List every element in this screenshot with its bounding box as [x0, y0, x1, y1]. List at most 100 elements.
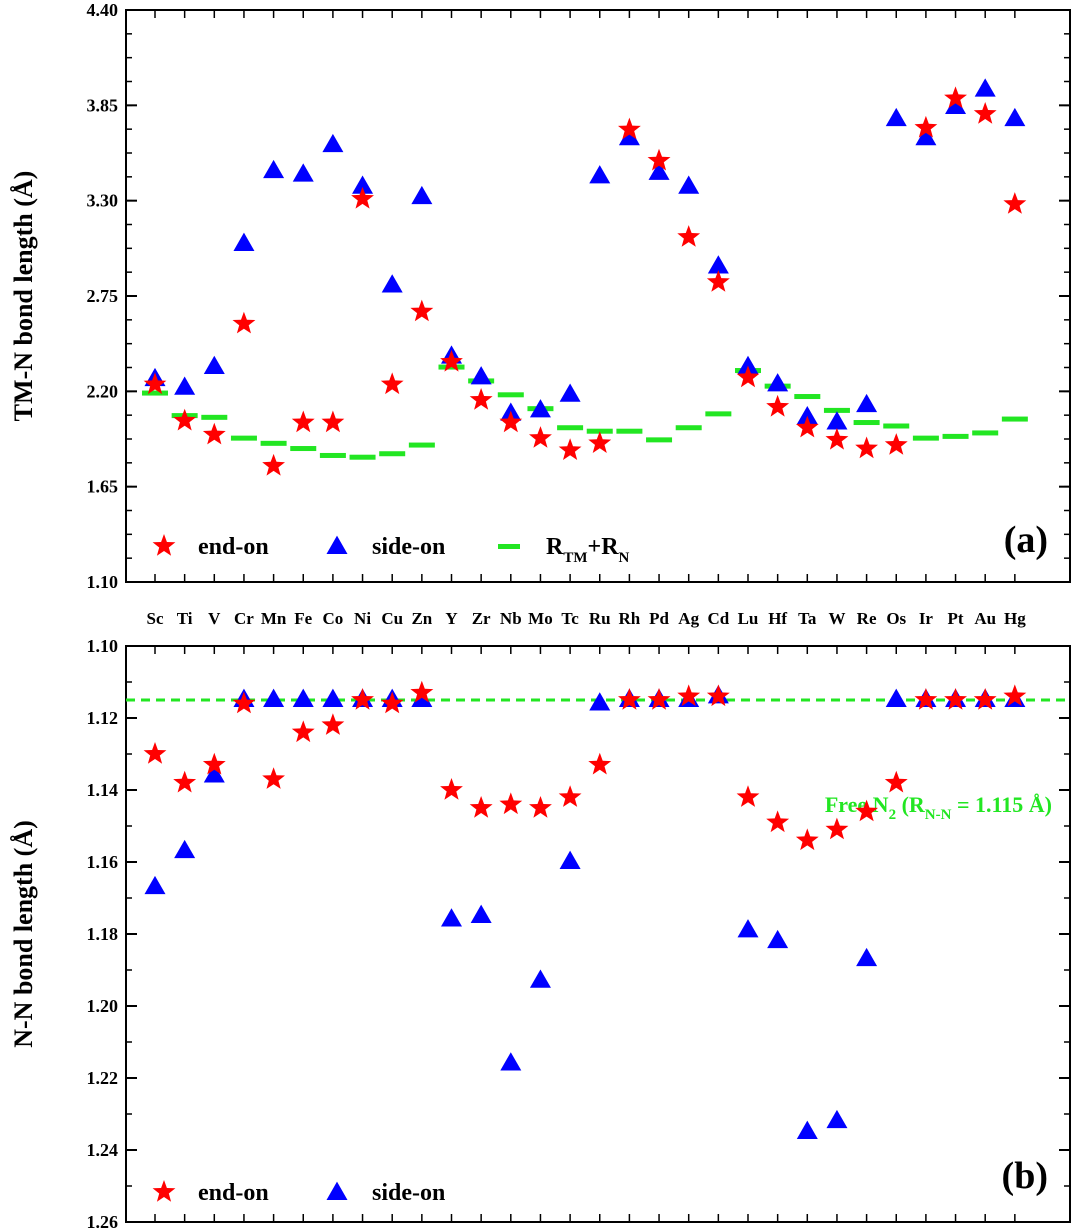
r-sum-marker — [972, 430, 999, 436]
end-on-point — [291, 410, 315, 433]
r-sum-marker — [379, 451, 406, 457]
r-sum-marker — [230, 435, 257, 441]
end-on-point — [321, 410, 345, 433]
side-on-point — [678, 175, 700, 194]
category-label: Hf — [768, 609, 787, 628]
r-sum-marker — [646, 437, 673, 443]
r-sum-marker — [201, 414, 228, 420]
r-sum-marker — [823, 407, 850, 413]
category-label: Ti — [177, 609, 193, 628]
r-sum-marker — [912, 435, 939, 441]
panel-b-y-ticks: 1.10 1.12 1.14 1.16 1.18 1.20 1.22 1.24 1.26 — [87, 636, 1070, 1229]
end-on-point — [677, 684, 701, 707]
end-on-point — [1003, 684, 1027, 707]
side-on-point — [292, 163, 314, 182]
end-on-point — [291, 720, 315, 743]
y-tick-label: 2.75 — [87, 286, 119, 306]
free-n2-label-rest-sub: N-N — [925, 807, 952, 823]
legend-r-sum-sub1: TM — [563, 550, 587, 566]
side-on-point — [529, 399, 551, 418]
end-on-point — [558, 438, 582, 460]
end-on-point — [351, 186, 374, 209]
end-on-point — [795, 828, 819, 851]
panel-a-label: (a) — [1004, 519, 1048, 561]
end-on-point — [677, 225, 701, 247]
free-n2-label-sub: 2 — [889, 807, 897, 823]
end-on-point — [825, 427, 849, 450]
end-on-point — [884, 770, 908, 793]
category-label: Re — [857, 609, 877, 628]
end-on-point — [736, 365, 760, 388]
side-on-point — [292, 688, 314, 707]
end-on-point — [647, 148, 671, 171]
legend-triangle — [326, 535, 348, 554]
end-on-point — [173, 408, 197, 431]
end-on-point — [262, 767, 285, 789]
r-sum-marker — [319, 452, 346, 458]
panel-a-frame — [125, 9, 1071, 583]
side-on-point — [796, 406, 818, 425]
end-on-point — [202, 422, 226, 445]
side-on-point — [174, 376, 196, 395]
legend-end-on-marker — [152, 534, 176, 556]
side-on-point — [707, 255, 729, 274]
end-on-point — [618, 688, 641, 710]
category-label: Pt — [948, 609, 964, 628]
side-on-point — [203, 355, 225, 375]
end-on-point — [618, 117, 641, 140]
category-label: Ni — [354, 609, 371, 628]
category-label: Fe — [294, 609, 312, 628]
panel-a-y-ticks: 1.10 1.65 2.20 2.75 3.30 3.85 4.40 — [87, 0, 1070, 592]
y-tick-label: 1.10 — [87, 572, 119, 592]
side-on-point — [974, 78, 996, 97]
end-on-point — [232, 311, 256, 334]
end-on-point — [855, 436, 878, 459]
side-on-point — [263, 159, 285, 179]
category-label: V — [208, 609, 221, 628]
side-on-point — [322, 688, 344, 707]
category-label: Y — [445, 609, 457, 628]
panel-b-legend: end-on side-on — [152, 1180, 445, 1206]
side-on-point — [322, 133, 344, 153]
y-tick-label: 1.26 — [87, 1212, 119, 1229]
category-label: Au — [974, 609, 996, 628]
end-on-point — [588, 752, 612, 775]
end-on-point — [173, 770, 197, 793]
legend-triangle — [326, 1181, 348, 1200]
category-label: Rh — [619, 609, 641, 628]
end-on-point — [351, 688, 374, 710]
side-on-point — [470, 904, 492, 923]
side-on-point — [856, 947, 878, 967]
panel-a-y-axis-title: TM-N bond length (Å) — [9, 171, 38, 422]
r-sum-marker — [142, 390, 168, 396]
side-on-point — [470, 366, 492, 385]
category-label: Co — [323, 609, 344, 628]
y-tick-label: 1.65 — [87, 477, 119, 497]
y-tick-label: 3.85 — [87, 95, 119, 115]
end-on-point — [1003, 192, 1027, 214]
side-on-point — [648, 161, 670, 180]
side-on-point — [856, 393, 878, 413]
r-sum-marker — [586, 428, 613, 434]
panel-a-marks — [142, 78, 1028, 476]
category-label: Ta — [798, 609, 817, 628]
end-on-point — [855, 799, 878, 822]
side-on-point — [203, 764, 225, 783]
side-on-point — [589, 165, 611, 184]
end-on-point — [202, 752, 226, 775]
y-tick-label: 1.18 — [87, 924, 119, 944]
legend-b-end-on-marker — [152, 1180, 176, 1202]
end-on-point — [321, 713, 345, 735]
end-on-point — [944, 86, 967, 109]
r-sum-marker — [290, 446, 317, 452]
side-on-point — [381, 274, 403, 293]
category-label: Pd — [649, 609, 669, 628]
side-on-point — [1004, 107, 1026, 127]
side-on-point — [767, 929, 789, 949]
side-on-point — [885, 107, 907, 127]
r-sum-marker — [260, 440, 287, 446]
end-on-point — [262, 453, 285, 476]
category-label: Lu — [738, 609, 759, 628]
r-sum-marker — [1001, 416, 1028, 422]
panel-b-frame — [125, 645, 1071, 1223]
